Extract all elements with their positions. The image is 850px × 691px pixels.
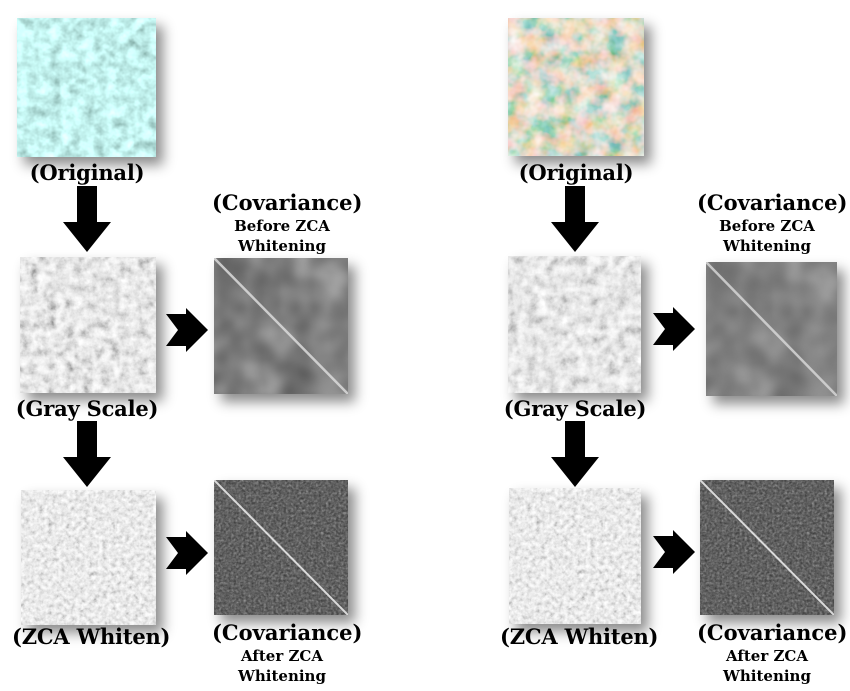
gray-scale-image-left xyxy=(20,257,156,393)
cov-before-line2: Whitening xyxy=(723,237,811,255)
cov-before-caption-right: (Covariance) Before ZCA Whitening xyxy=(697,190,848,256)
down-arrow-icon xyxy=(551,186,599,252)
cov-before-line2: Whitening xyxy=(238,237,326,255)
zca-whiten-image-left xyxy=(21,490,156,625)
cov-after-line1: After ZCA xyxy=(241,647,323,665)
covariance-before-right xyxy=(706,262,837,396)
covariance-after-left xyxy=(214,480,348,615)
right-arrow-icon xyxy=(653,530,695,574)
zca-whiten-label-right: (ZCA Whiten) xyxy=(500,624,659,649)
cov-before-title: (Covariance) xyxy=(212,190,363,215)
down-arrow-icon xyxy=(63,421,111,487)
original-label-left: (Original) xyxy=(29,160,145,185)
covariance-before-left xyxy=(214,258,348,394)
cov-after-title: (Covariance) xyxy=(212,620,363,645)
covariance-after-right xyxy=(700,480,834,615)
cov-after-line2: Whitening xyxy=(238,667,326,685)
original-label-right: (Original) xyxy=(518,160,634,185)
gray-scale-label-right: (Gray Scale) xyxy=(503,396,647,421)
cov-before-line1: Before ZCA xyxy=(234,217,330,235)
zca-whiten-image-right xyxy=(509,488,641,624)
cov-after-line1: After ZCA xyxy=(726,647,808,665)
gray-scale-label-left: (Gray Scale) xyxy=(15,396,159,421)
right-arrow-icon xyxy=(166,531,208,575)
cov-before-line1: Before ZCA xyxy=(719,217,815,235)
cov-after-caption-left: (Covariance) After ZCA Whitening xyxy=(212,620,363,686)
cov-before-title: (Covariance) xyxy=(697,190,848,215)
original-image-right xyxy=(508,18,644,156)
cov-after-line2: Whitening xyxy=(723,667,811,685)
right-arrow-icon xyxy=(166,308,208,352)
cov-after-caption-right: (Covariance) After ZCA Whitening xyxy=(697,620,848,686)
down-arrow-icon xyxy=(63,186,111,252)
cov-after-title: (Covariance) xyxy=(697,620,848,645)
right-arrow-icon xyxy=(653,307,695,351)
cov-before-caption-left: (Covariance) Before ZCA Whitening xyxy=(212,190,363,256)
down-arrow-icon xyxy=(551,421,599,487)
gray-scale-image-right xyxy=(508,256,641,393)
original-image-left xyxy=(17,18,156,157)
zca-whiten-label-left: (ZCA Whiten) xyxy=(12,624,171,649)
